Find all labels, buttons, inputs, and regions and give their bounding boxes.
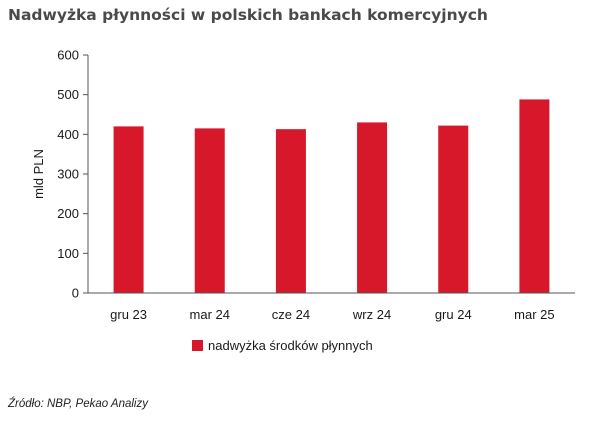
y-tick-label: 500 [57, 87, 79, 102]
bar [519, 99, 550, 293]
y-tick-label: 600 [57, 48, 79, 63]
x-tick-label: cze 24 [272, 307, 310, 322]
bar [275, 129, 306, 293]
y-tick-label: 200 [57, 206, 79, 221]
y-tick-label: 400 [57, 127, 79, 142]
x-tick-label: wrz 24 [352, 307, 391, 322]
y-tick-label: 100 [57, 246, 79, 261]
legend: nadwyżka środków płynnych [192, 338, 373, 353]
bar-chart: 0 100 200 300 400 500 600 gru 23 mar 24 cze 24 wr… [31, 48, 575, 353]
source-note: Źródło: NBP, Pekao Analizy [8, 398, 148, 410]
bar [113, 126, 144, 294]
y-tick-label: 0 [72, 286, 79, 301]
chart-title: Nadwyżka płynności w polskich bankach ko… [8, 6, 488, 24]
y-axis: 0 100 200 300 400 500 600 [57, 48, 89, 301]
bar-series [113, 99, 550, 294]
bar [438, 125, 469, 294]
x-tick-label: mar 24 [190, 307, 230, 322]
y-tick-label: 300 [57, 167, 79, 182]
bar [194, 128, 225, 293]
x-tick-label: gru 23 [110, 307, 147, 322]
x-tick-label: gru 24 [435, 307, 472, 322]
legend-swatch [192, 340, 203, 351]
legend-label: nadwyżka środków płynnych [208, 338, 373, 353]
x-tick-label: mar 25 [514, 307, 554, 322]
x-axis: gru 23 mar 24 cze 24 wrz 24 gru 24 mar 25 [88, 292, 575, 322]
bar [357, 122, 388, 293]
y-axis-label: mld PLN [31, 149, 46, 199]
